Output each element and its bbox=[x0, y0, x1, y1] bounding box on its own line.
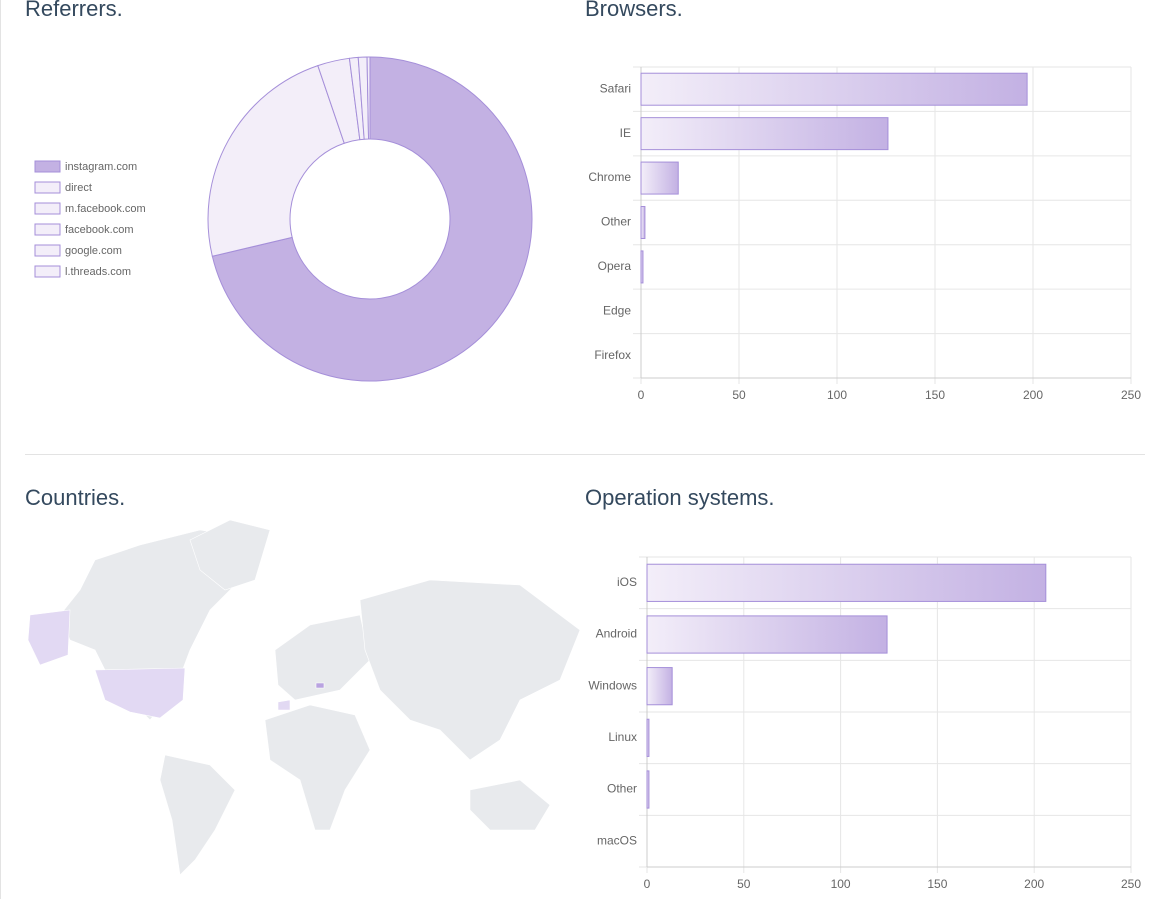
x-tick-label: 200 bbox=[1023, 388, 1043, 402]
legend-swatch bbox=[34, 202, 61, 215]
bar bbox=[640, 72, 1028, 106]
pie-slice bbox=[366, 56, 371, 140]
bar bbox=[646, 770, 650, 809]
y-tick-label: Linux bbox=[608, 730, 637, 744]
x-tick-label: 50 bbox=[732, 388, 746, 402]
section-title: Countries. bbox=[25, 485, 125, 510]
map-region bbox=[469, 779, 551, 831]
map-region bbox=[189, 519, 271, 591]
x-tick-label: 150 bbox=[927, 877, 947, 891]
map-region bbox=[159, 754, 236, 876]
pie-slice bbox=[207, 64, 345, 257]
map-region bbox=[277, 699, 291, 711]
legend-label: l.threads.com bbox=[65, 266, 131, 278]
y-tick-label: Opera bbox=[598, 259, 632, 273]
map-region bbox=[274, 614, 371, 701]
bar bbox=[646, 615, 888, 654]
x-tick-label: 250 bbox=[1121, 877, 1141, 891]
legend-label: direct bbox=[65, 182, 92, 194]
legend-label: google.com bbox=[65, 245, 122, 257]
bar bbox=[646, 563, 1047, 602]
bar bbox=[640, 117, 889, 151]
map-region bbox=[94, 667, 186, 719]
y-tick-label: Chrome bbox=[588, 170, 631, 184]
bar bbox=[640, 206, 646, 239]
y-tick-label: Android bbox=[596, 627, 637, 641]
y-tick-label: iOS bbox=[617, 575, 637, 589]
bar bbox=[640, 250, 644, 284]
section-title: Operation systems. bbox=[585, 485, 775, 510]
legend-label: facebook.com bbox=[65, 224, 133, 236]
legend-swatch bbox=[34, 244, 61, 257]
legend-swatch bbox=[34, 160, 61, 173]
y-tick-label: Firefox bbox=[594, 348, 631, 362]
y-tick-label: Windows bbox=[588, 678, 637, 692]
bar bbox=[640, 161, 679, 195]
x-tick-label: 200 bbox=[1024, 877, 1044, 891]
legend-label: m.facebook.com bbox=[65, 203, 146, 215]
map-region bbox=[315, 682, 325, 689]
x-tick-label: 250 bbox=[1121, 388, 1141, 402]
y-tick-label: Edge bbox=[603, 304, 631, 318]
y-tick-label: Other bbox=[601, 215, 631, 229]
section-title: Browsers. bbox=[585, 0, 683, 21]
pie-slice bbox=[211, 56, 533, 382]
legend-swatch bbox=[34, 181, 61, 194]
bar bbox=[646, 667, 673, 706]
legend-label: instagram.com bbox=[65, 161, 137, 173]
x-tick-label: 0 bbox=[638, 388, 645, 402]
x-tick-label: 150 bbox=[925, 388, 945, 402]
map-region bbox=[264, 704, 371, 831]
y-tick-label: Safari bbox=[600, 81, 631, 95]
x-tick-label: 100 bbox=[827, 388, 847, 402]
y-tick-label: IE bbox=[620, 126, 631, 140]
map-region bbox=[359, 579, 581, 761]
x-tick-label: 0 bbox=[644, 877, 651, 891]
legend-swatch bbox=[34, 223, 61, 236]
x-tick-label: 100 bbox=[831, 877, 851, 891]
y-tick-label: Other bbox=[607, 782, 637, 796]
y-tick-label: macOS bbox=[597, 833, 637, 847]
x-tick-label: 50 bbox=[737, 877, 751, 891]
legend-swatch bbox=[34, 265, 61, 278]
map-region bbox=[27, 609, 71, 666]
section-title: Referrers. bbox=[25, 0, 123, 21]
bar bbox=[646, 718, 650, 757]
